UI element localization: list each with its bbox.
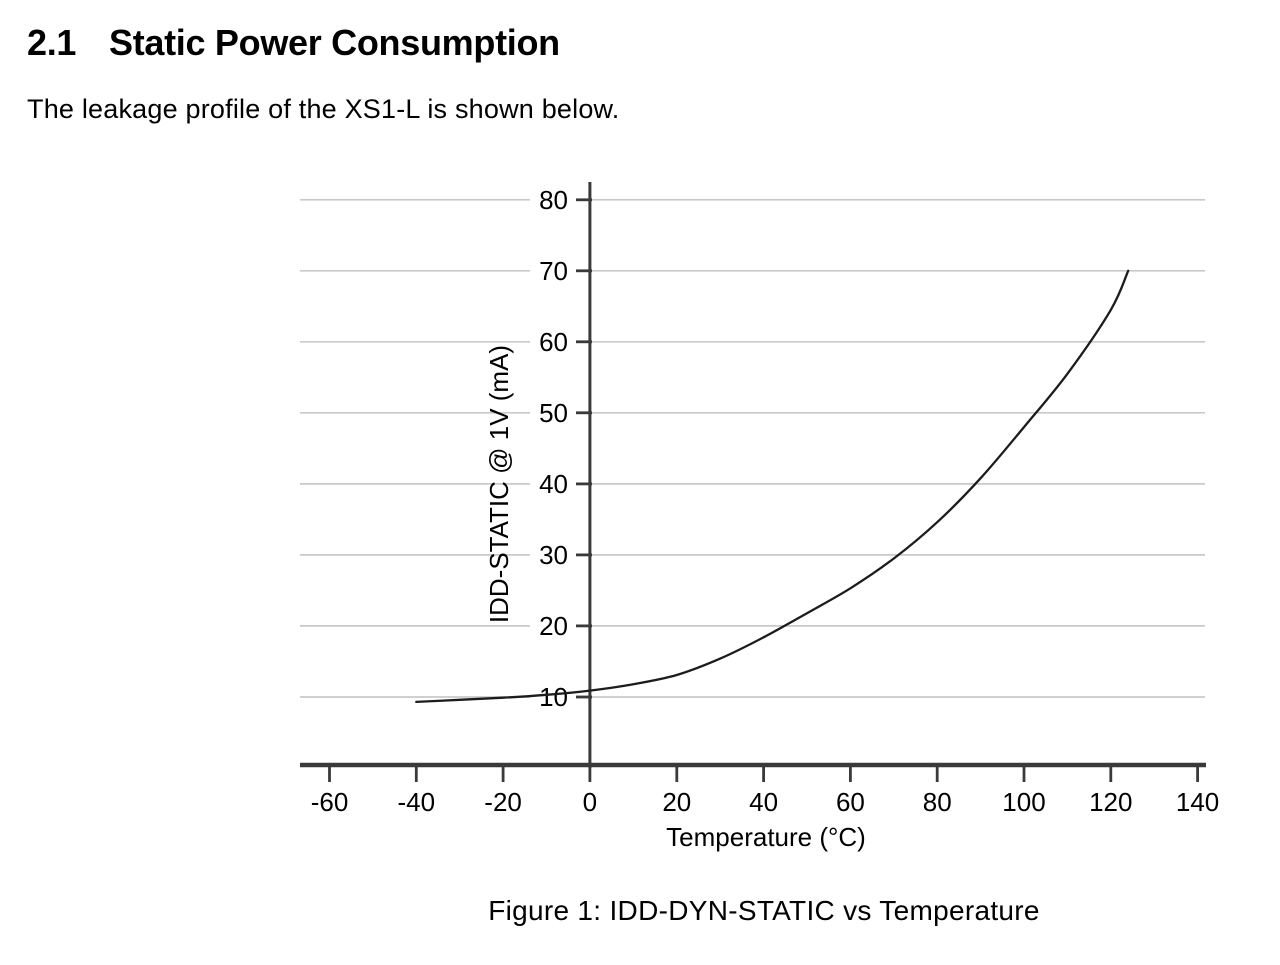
- body-paragraph: The leakage profile of the XS1-L is show…: [27, 94, 620, 124]
- x-tick-label: -20: [484, 787, 522, 817]
- y-label-mask: [530, 682, 576, 712]
- section-heading: 2.1 Static Power Consumption: [27, 22, 560, 64]
- y-label-mask: [530, 468, 576, 499]
- x-tick-label: 140: [1176, 787, 1219, 817]
- y-tick-label: 50: [539, 398, 568, 428]
- y-tick-label: 70: [539, 256, 568, 286]
- y-tick-label: 30: [539, 540, 568, 570]
- y-axis-title: IDD-STATIC @ 1V (mA): [484, 345, 514, 623]
- y-tick-label: 10: [539, 682, 568, 712]
- x-tick-label: 100: [1002, 787, 1045, 817]
- y-label-mask: [530, 184, 576, 215]
- x-axis-title: Temperature (°C): [666, 822, 866, 852]
- x-tick-label: 0: [583, 787, 597, 817]
- x-tick-label: 60: [836, 787, 865, 817]
- section-number: 2.1: [27, 22, 77, 63]
- x-tick-label: 120: [1089, 787, 1132, 817]
- leakage-curve: [415, 269, 1130, 704]
- x-tick-label: -40: [398, 787, 436, 817]
- y-label-mask: [530, 326, 576, 357]
- figure-caption: Figure 1: IDD-DYN-STATIC vs Temperature: [488, 895, 1040, 926]
- x-tick-label: 40: [749, 787, 778, 817]
- y-tick-label: 40: [539, 469, 568, 499]
- x-tick-label: -60: [311, 787, 349, 817]
- section-title: Static Power Consumption: [109, 22, 560, 63]
- y-tick-label: 60: [539, 327, 568, 357]
- y-tick-label: 80: [539, 185, 568, 215]
- y-label-mask: [530, 610, 576, 641]
- x-tick-label: 20: [662, 787, 691, 817]
- y-tick-label: 20: [539, 611, 568, 641]
- x-tick-label: 80: [923, 787, 952, 817]
- y-label-mask: [530, 539, 576, 570]
- y-label-mask: [530, 255, 576, 286]
- y-label-mask: [530, 397, 576, 428]
